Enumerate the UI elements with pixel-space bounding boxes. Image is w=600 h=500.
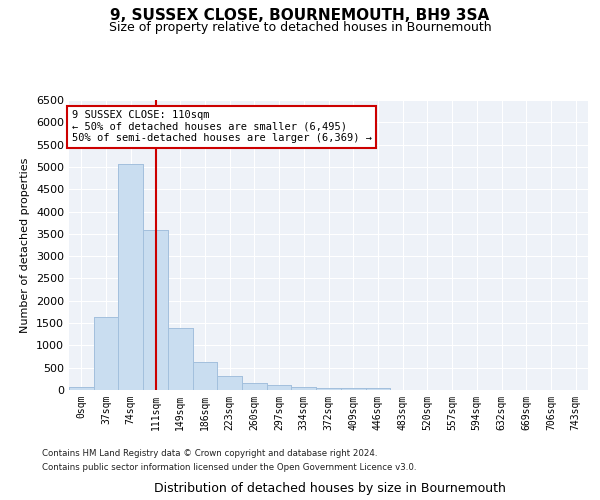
Bar bbox=[292, 387, 316, 390]
Bar bbox=[69, 386, 94, 390]
Bar bbox=[365, 388, 390, 390]
Bar bbox=[217, 376, 242, 390]
Bar bbox=[267, 386, 292, 390]
Y-axis label: Number of detached properties: Number of detached properties bbox=[20, 158, 31, 332]
Text: 9 SUSSEX CLOSE: 110sqm
← 50% of detached houses are smaller (6,495)
50% of semi-: 9 SUSSEX CLOSE: 110sqm ← 50% of detached… bbox=[71, 110, 371, 144]
Bar bbox=[143, 230, 168, 390]
Bar bbox=[118, 164, 143, 390]
Bar bbox=[118, 164, 143, 390]
Text: 9, SUSSEX CLOSE, BOURNEMOUTH, BH9 3SA: 9, SUSSEX CLOSE, BOURNEMOUTH, BH9 3SA bbox=[110, 8, 490, 22]
Bar bbox=[193, 362, 217, 390]
Text: Contains public sector information licensed under the Open Government Licence v3: Contains public sector information licen… bbox=[42, 464, 416, 472]
Bar bbox=[341, 388, 365, 390]
Text: Size of property relative to detached houses in Bournemouth: Size of property relative to detached ho… bbox=[109, 21, 491, 34]
Bar bbox=[143, 230, 168, 390]
Bar bbox=[341, 388, 365, 390]
Bar bbox=[292, 387, 316, 390]
Bar bbox=[316, 388, 341, 390]
Bar bbox=[69, 386, 94, 390]
Bar bbox=[217, 376, 242, 390]
Bar bbox=[193, 362, 217, 390]
Text: Contains HM Land Registry data © Crown copyright and database right 2024.: Contains HM Land Registry data © Crown c… bbox=[42, 448, 377, 458]
Bar bbox=[242, 383, 267, 390]
Bar bbox=[365, 388, 390, 390]
Bar bbox=[168, 328, 193, 390]
Bar bbox=[168, 328, 193, 390]
Text: Distribution of detached houses by size in Bournemouth: Distribution of detached houses by size … bbox=[154, 482, 506, 495]
Bar bbox=[94, 317, 118, 390]
Bar bbox=[94, 317, 118, 390]
Bar bbox=[242, 383, 267, 390]
Bar bbox=[267, 386, 292, 390]
Bar bbox=[316, 388, 341, 390]
